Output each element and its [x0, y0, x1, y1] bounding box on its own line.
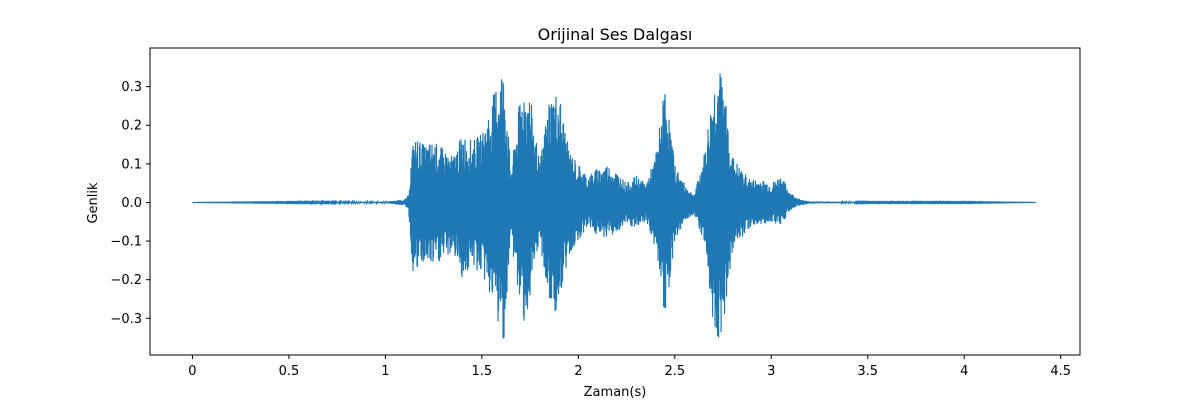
x-tick-label: 4.5 [1050, 364, 1071, 379]
x-tick-label: 4 [960, 364, 968, 379]
x-axis: 0 0.5 1 1.5 2 2.5 3 3.5 4 4.5 [188, 355, 1071, 379]
waveform-series [192, 73, 1036, 339]
y-tick-label: −0.1 [110, 235, 142, 250]
plot-area [192, 73, 1036, 339]
plot-frame [149, 47, 1081, 356]
x-tick-label: 0 [188, 364, 196, 379]
y-axis-label: Genlik [86, 182, 101, 224]
x-tick-label: 0.5 [279, 364, 300, 379]
y-tick-label: 0.0 [121, 196, 142, 211]
x-tick-label: 1 [381, 364, 389, 379]
y-tick-label: 0.3 [121, 80, 142, 95]
x-tick-label: 1.5 [472, 364, 493, 379]
x-tick-label: 2.5 [664, 364, 685, 379]
y-tick-label: −0.2 [110, 273, 142, 288]
y-axis: 0.3 0.2 0.1 0.0 −0.1 −0.2 −0.3 [110, 80, 150, 327]
y-tick-label: −0.3 [110, 312, 142, 327]
chart-title: Orijinal Ses Dalgası [538, 25, 693, 44]
x-axis-label: Zaman(s) [584, 385, 647, 400]
x-tick-label: 3 [767, 364, 775, 379]
y-tick-label: 0.2 [121, 119, 142, 134]
x-tick-label: 3.5 [857, 364, 878, 379]
y-tick-label: 0.1 [121, 157, 142, 172]
x-tick-label: 2 [574, 364, 582, 379]
